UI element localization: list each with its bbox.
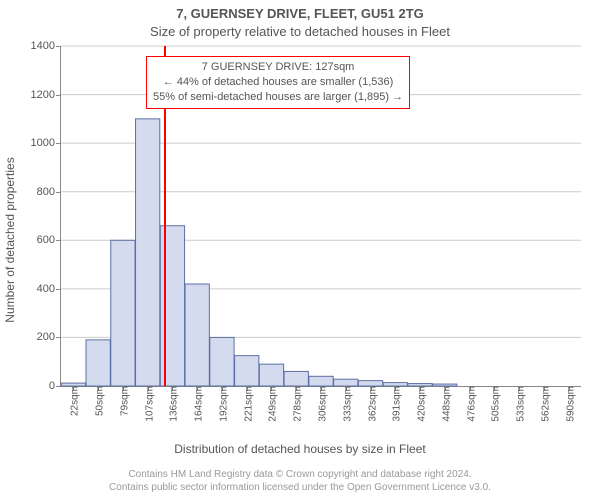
plot-area: 0200400600800100012001400 22sqm50sqm79sq…	[60, 46, 581, 387]
annotation-box: 7 GUERNSEY DRIVE: 127sqm ← 44% of detach…	[146, 56, 410, 109]
x-axis-label: Distribution of detached houses by size …	[0, 442, 600, 456]
x-tick-label: 79sqm	[115, 386, 130, 416]
x-tick-label: 164sqm	[190, 386, 205, 422]
x-tick-label: 448sqm	[437, 386, 452, 422]
x-tick-label: 136sqm	[165, 386, 180, 422]
chart-figure: 7, GUERNSEY DRIVE, FLEET, GU51 2TG Size …	[0, 0, 600, 500]
x-tick-label: 221sqm	[239, 386, 254, 422]
bar	[210, 337, 234, 386]
footer-line: Contains public sector information licen…	[0, 481, 600, 494]
x-tick-label: 333sqm	[338, 386, 353, 422]
bar	[185, 284, 209, 386]
bar	[284, 371, 308, 386]
x-tick-label: 22sqm	[66, 386, 81, 416]
x-tick-label: 476sqm	[462, 386, 477, 422]
x-tick-label: 249sqm	[264, 386, 279, 422]
title-line-2: Size of property relative to detached ho…	[0, 24, 600, 39]
title-line-1: 7, GUERNSEY DRIVE, FLEET, GU51 2TG	[0, 6, 600, 21]
x-tick-label: 505sqm	[487, 386, 502, 422]
bar	[235, 356, 259, 386]
x-tick-label: 533sqm	[512, 386, 527, 422]
annotation-line: 7 GUERNSEY DRIVE: 127sqm	[153, 60, 403, 75]
bar	[160, 226, 184, 386]
x-tick-label: 590sqm	[561, 386, 576, 422]
x-tick-label: 391sqm	[388, 386, 403, 422]
x-tick-label: 278sqm	[289, 386, 304, 422]
annotation-line: 55% of semi-detached houses are larger (…	[153, 90, 403, 105]
x-tick-label: 107sqm	[140, 386, 155, 422]
x-tick-label: 420sqm	[413, 386, 428, 422]
bar	[111, 240, 135, 386]
bar	[259, 364, 283, 386]
footer-line: Contains HM Land Registry data © Crown c…	[0, 468, 600, 481]
footer: Contains HM Land Registry data © Crown c…	[0, 468, 600, 494]
x-tick-label: 362sqm	[363, 386, 378, 422]
x-tick-label: 562sqm	[536, 386, 551, 422]
y-axis-label: Number of detached properties	[3, 157, 17, 322]
bar	[86, 340, 110, 386]
bar	[334, 379, 358, 386]
x-tick-label: 192sqm	[214, 386, 229, 422]
x-tick-label: 306sqm	[314, 386, 329, 422]
x-tick-label: 50sqm	[91, 386, 106, 416]
bar	[309, 376, 333, 386]
annotation-line: ← 44% of detached houses are smaller (1,…	[153, 75, 403, 90]
bar	[136, 119, 160, 386]
